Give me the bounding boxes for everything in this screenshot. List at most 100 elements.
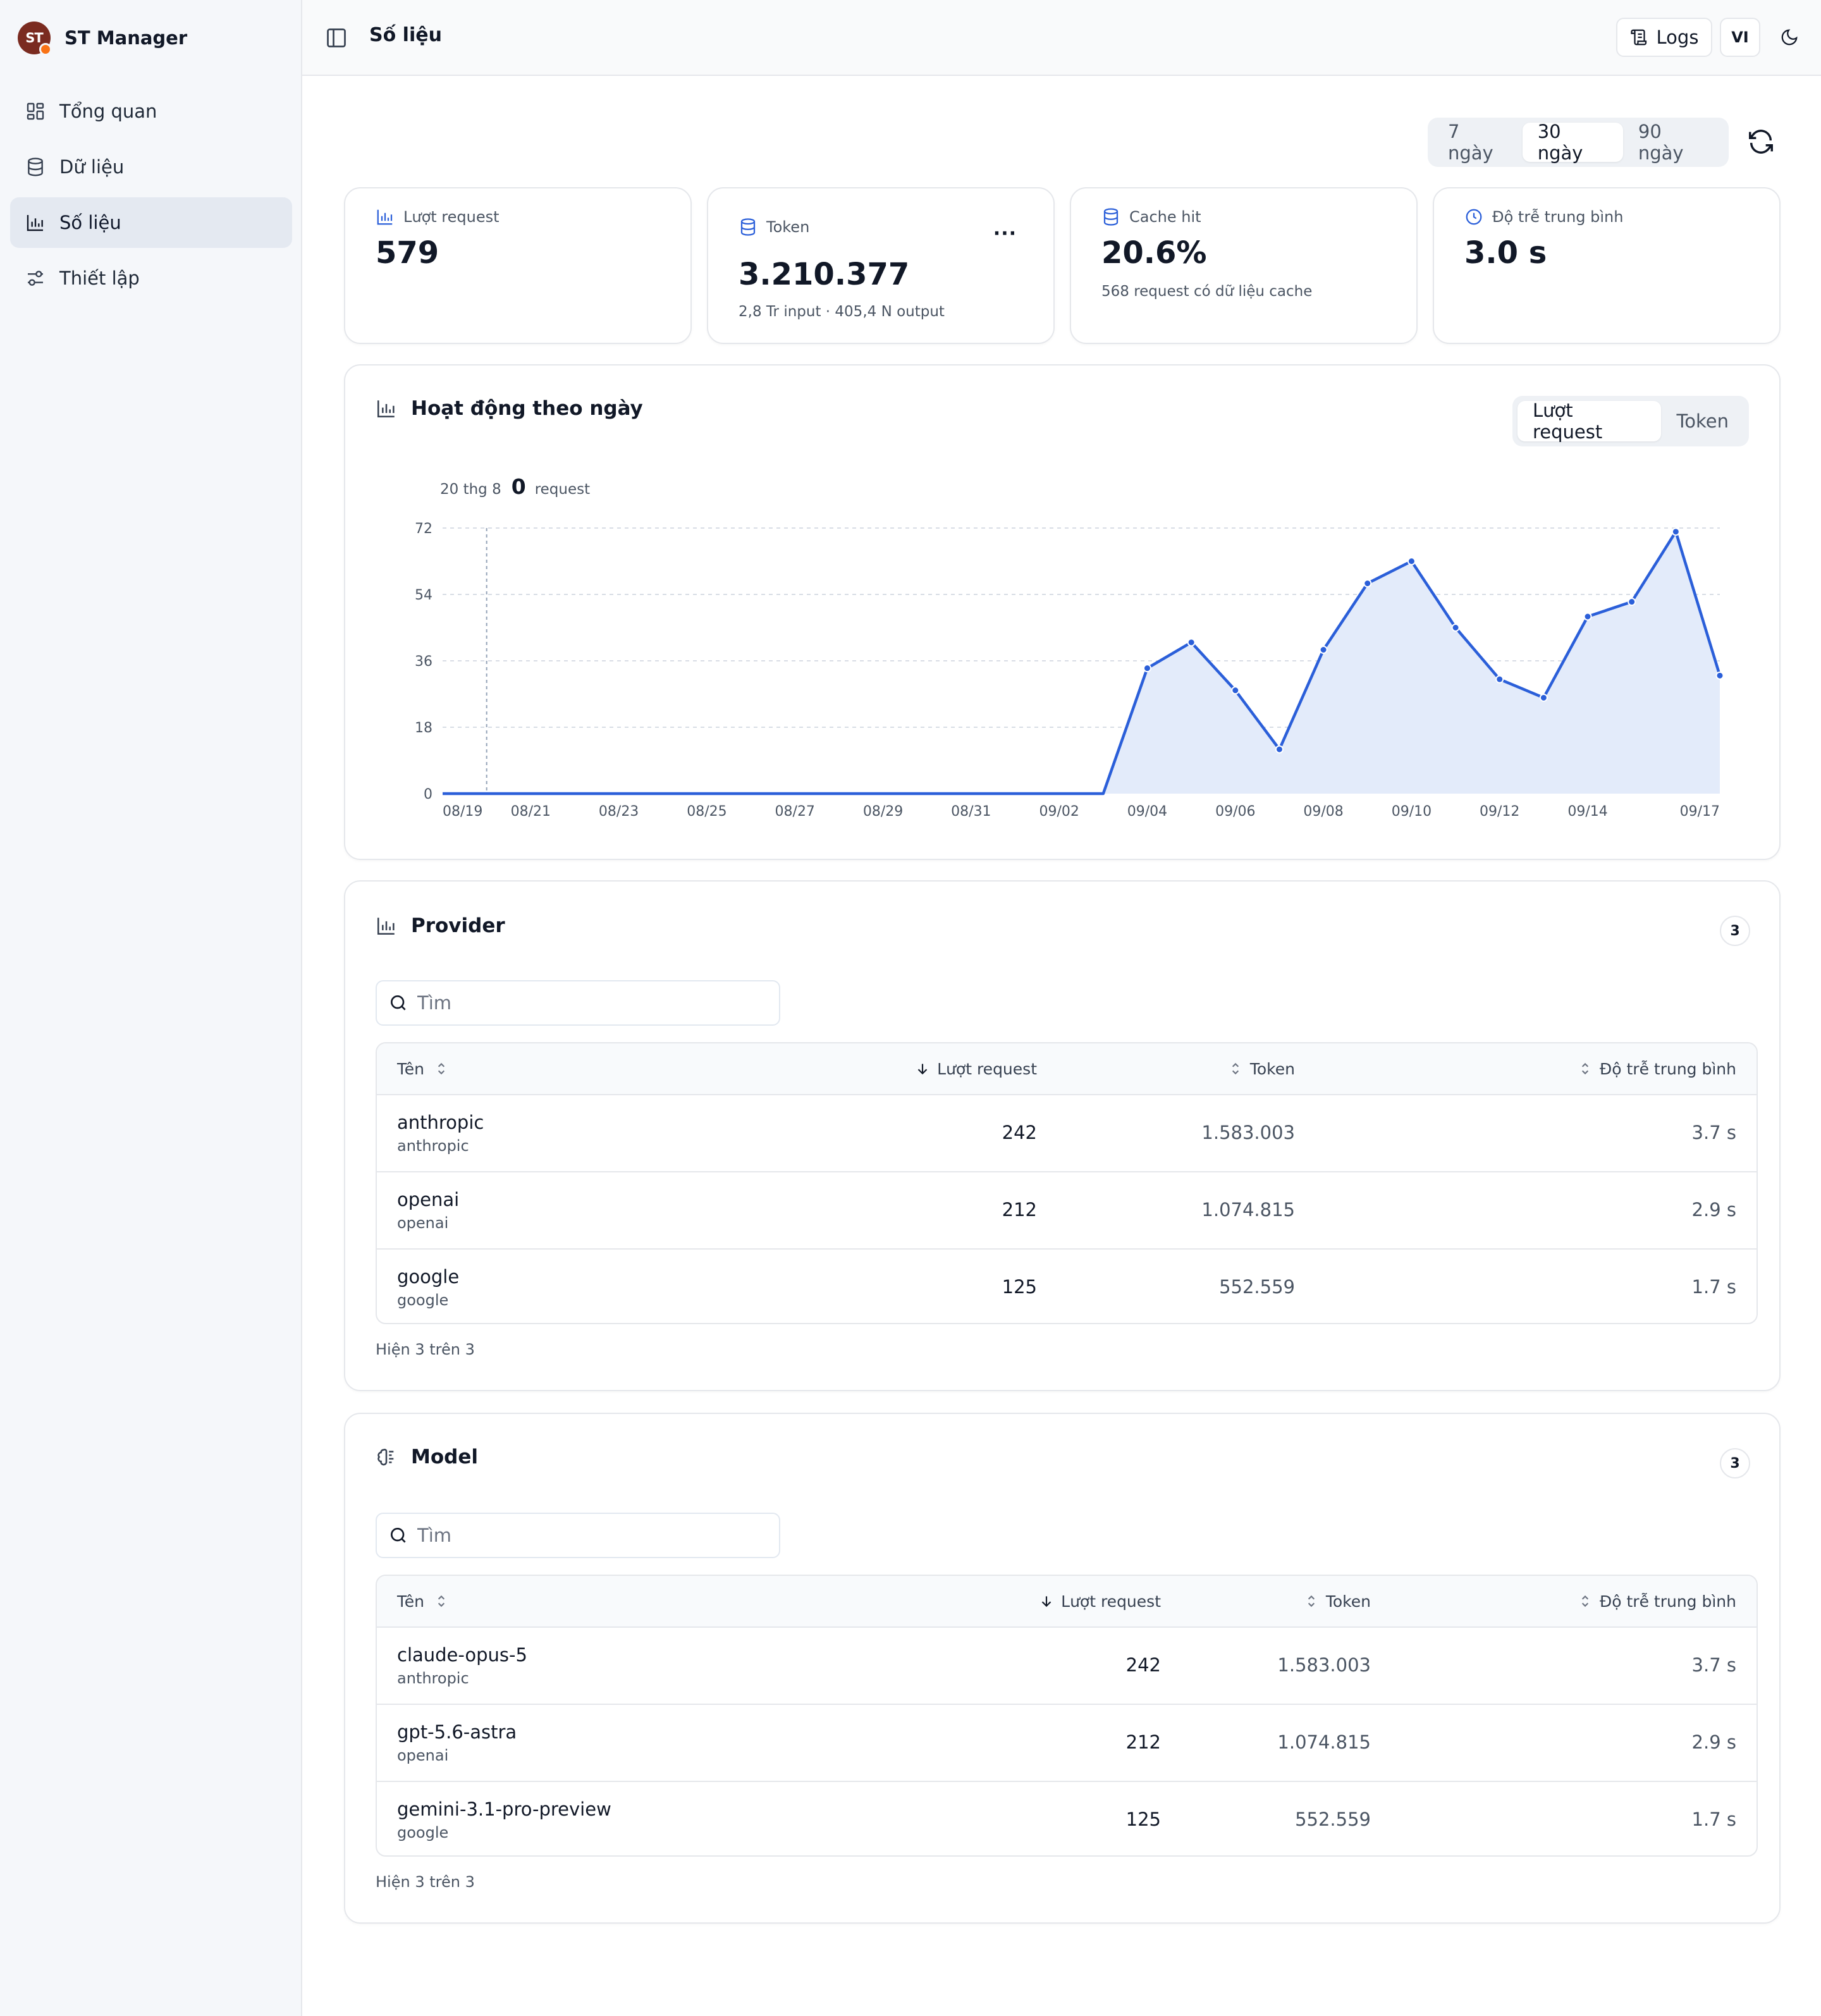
bar-chart-icon [377, 400, 395, 418]
data-point [1539, 693, 1548, 702]
table-row[interactable]: openai openai 212 1.074.815 2.9 s [377, 1172, 1757, 1250]
range-7-days[interactable]: 7 ngày [1448, 121, 1493, 164]
row-tokens: 1.583.003 [1201, 1122, 1295, 1143]
x-tick-label: 08/21 [511, 804, 551, 820]
brand[interactable]: ST ST Manager [18, 19, 187, 57]
column-label: Lượt request [937, 1059, 1037, 1078]
table-row[interactable]: google google 125 552.559 1.7 s [377, 1250, 1757, 1323]
model-search[interactable] [376, 1513, 780, 1558]
provider-table: Tên Lượt request Token Độ trễ trung bình [376, 1042, 1758, 1324]
metric-tokens-tab[interactable]: Token [1676, 410, 1729, 432]
sidebar-nav: Tổng quan Dữ liệu Số liệu Thiết lập [10, 86, 292, 309]
settings-sliders-icon [28, 271, 43, 286]
arrow-down-icon [917, 1064, 928, 1075]
stat-subtext: 2,8 Tr input · 405,4 N output [739, 304, 945, 320]
table-row[interactable]: anthropic anthropic 242 1.583.003 3.7 s [377, 1095, 1757, 1172]
row-name: google [397, 1266, 460, 1288]
row-requests: 125 [1125, 1809, 1161, 1830]
data-point [1671, 527, 1680, 536]
stat-label: Độ trễ trung bình [1464, 207, 1623, 226]
sidebar-item-label: Thiết lập [59, 267, 140, 289]
sort-icon [1232, 1062, 1239, 1075]
app-name: ST Manager [64, 27, 188, 49]
hover-date: 20 thg 8 [440, 481, 501, 498]
sort-icon [1308, 1595, 1315, 1607]
logs-button[interactable]: Logs [1616, 18, 1712, 57]
column-header-latency[interactable]: Độ trễ trung bình [1577, 1043, 1736, 1094]
table-row[interactable]: gpt-5.6-astra openai 212 1.074.815 2.9 s [377, 1705, 1757, 1782]
sidebar-toggle-icon[interactable] [325, 27, 348, 49]
stat-subtext: 568 request có dữ liệu cache [1101, 283, 1313, 300]
row-requests: 212 [1125, 1731, 1161, 1753]
x-tick-label: 09/17 [1680, 804, 1720, 820]
count-badge: 3 [1720, 1448, 1750, 1478]
date-range-selector: 7 ngày 30 ngày 90 ngày [1428, 118, 1729, 167]
data-point [1275, 745, 1284, 754]
provider-search[interactable] [376, 980, 780, 1026]
sidebar-item-overview[interactable]: Tổng quan [10, 86, 292, 137]
sidebar-item-data[interactable]: Dữ liệu [10, 142, 292, 192]
row-requests: 242 [1125, 1654, 1161, 1676]
range-90-days[interactable]: 90 ngày [1638, 121, 1684, 164]
stat-card-tokens: Token ··· 3.210.377 2,8 Tr input · 405,4… [707, 187, 1055, 344]
search-icon [391, 995, 406, 1011]
column-header-tokens[interactable]: Token [1303, 1576, 1371, 1626]
section-title-text: Hoạt động theo ngày [411, 397, 643, 420]
x-tick-label: 08/31 [951, 804, 991, 820]
column-header-latency[interactable]: Độ trễ trung bình [1577, 1576, 1736, 1626]
bar-chart-icon [27, 215, 43, 231]
more-options-button[interactable]: ··· [993, 223, 1017, 245]
x-tick-label: 09/10 [1392, 804, 1432, 820]
x-tick-label: 09/06 [1215, 804, 1255, 820]
column-label: Tên [397, 1059, 424, 1078]
row-latency: 2.9 s [1691, 1199, 1736, 1220]
column-header-requests[interactable]: Lượt request [914, 1043, 1037, 1094]
search-input[interactable] [416, 1524, 773, 1547]
model-table: Tên Lượt request Token Độ trễ trung bình [376, 1575, 1758, 1857]
app-logo: ST [18, 22, 52, 56]
row-subtitle: google [397, 1824, 449, 1841]
y-tick-label: 36 [415, 654, 432, 670]
row-subtitle: openai [397, 1747, 449, 1764]
stat-value: 3.0 s [1464, 235, 1547, 271]
y-tick-label: 72 [415, 521, 432, 537]
row-requests: 212 [1002, 1199, 1037, 1220]
x-tick-label: 08/19 [443, 804, 482, 820]
theme-toggle-button[interactable] [1770, 18, 1808, 57]
refresh-icon[interactable] [1746, 127, 1775, 156]
stat-label-text: Lượt request [403, 208, 500, 226]
sidebar-item-metrics[interactable]: Số liệu [10, 197, 292, 248]
bar-chart-icon [377, 209, 393, 225]
moon-icon [1781, 29, 1798, 46]
x-tick-label: 08/29 [863, 804, 903, 820]
x-tick-label: 09/14 [1567, 804, 1607, 820]
column-label: Lượt request [1061, 1592, 1161, 1611]
row-tokens: 552.559 [1219, 1276, 1295, 1298]
clock-icon [1466, 209, 1482, 225]
metric-requests-tab[interactable]: Lượt request [1518, 400, 1662, 443]
row-latency: 2.9 s [1691, 1731, 1736, 1753]
x-tick-label: 08/23 [599, 804, 639, 820]
column-header-name[interactable]: Tên [397, 1576, 450, 1626]
table-row[interactable]: claude-opus-5 anthropic 242 1.583.003 3.… [377, 1628, 1757, 1705]
page-title: Số liệu [369, 24, 442, 46]
section-title-text: Provider [411, 914, 505, 937]
search-input[interactable] [416, 992, 773, 1014]
sidebar-item-settings[interactable]: Thiết lập [10, 253, 292, 304]
top-header: Số liệu Logs VI [302, 0, 1821, 76]
dashboard-icon [27, 102, 44, 120]
column-header-tokens[interactable]: Token [1227, 1043, 1295, 1094]
column-header-name[interactable]: Tên [397, 1043, 450, 1094]
logo-text: ST [25, 30, 43, 46]
activity-chart[interactable]: 0 18 36 54 72 08/19 08/21 08/23 08/25 08/27 08/29 0… [345, 366, 1779, 859]
row-tokens: 552.559 [1295, 1809, 1371, 1830]
range-30-days[interactable]: 30 ngày [1522, 121, 1623, 164]
data-point [1583, 612, 1592, 621]
table-row[interactable]: gemini-3.1-pro-preview google 125 552.55… [377, 1782, 1757, 1855]
data-point [1407, 557, 1416, 565]
search-icon [391, 1528, 406, 1543]
stat-label-text: Cache hit [1129, 208, 1201, 226]
data-point [1363, 579, 1372, 587]
column-header-requests[interactable]: Lượt request [1038, 1576, 1161, 1626]
language-button[interactable]: VI [1720, 18, 1760, 57]
